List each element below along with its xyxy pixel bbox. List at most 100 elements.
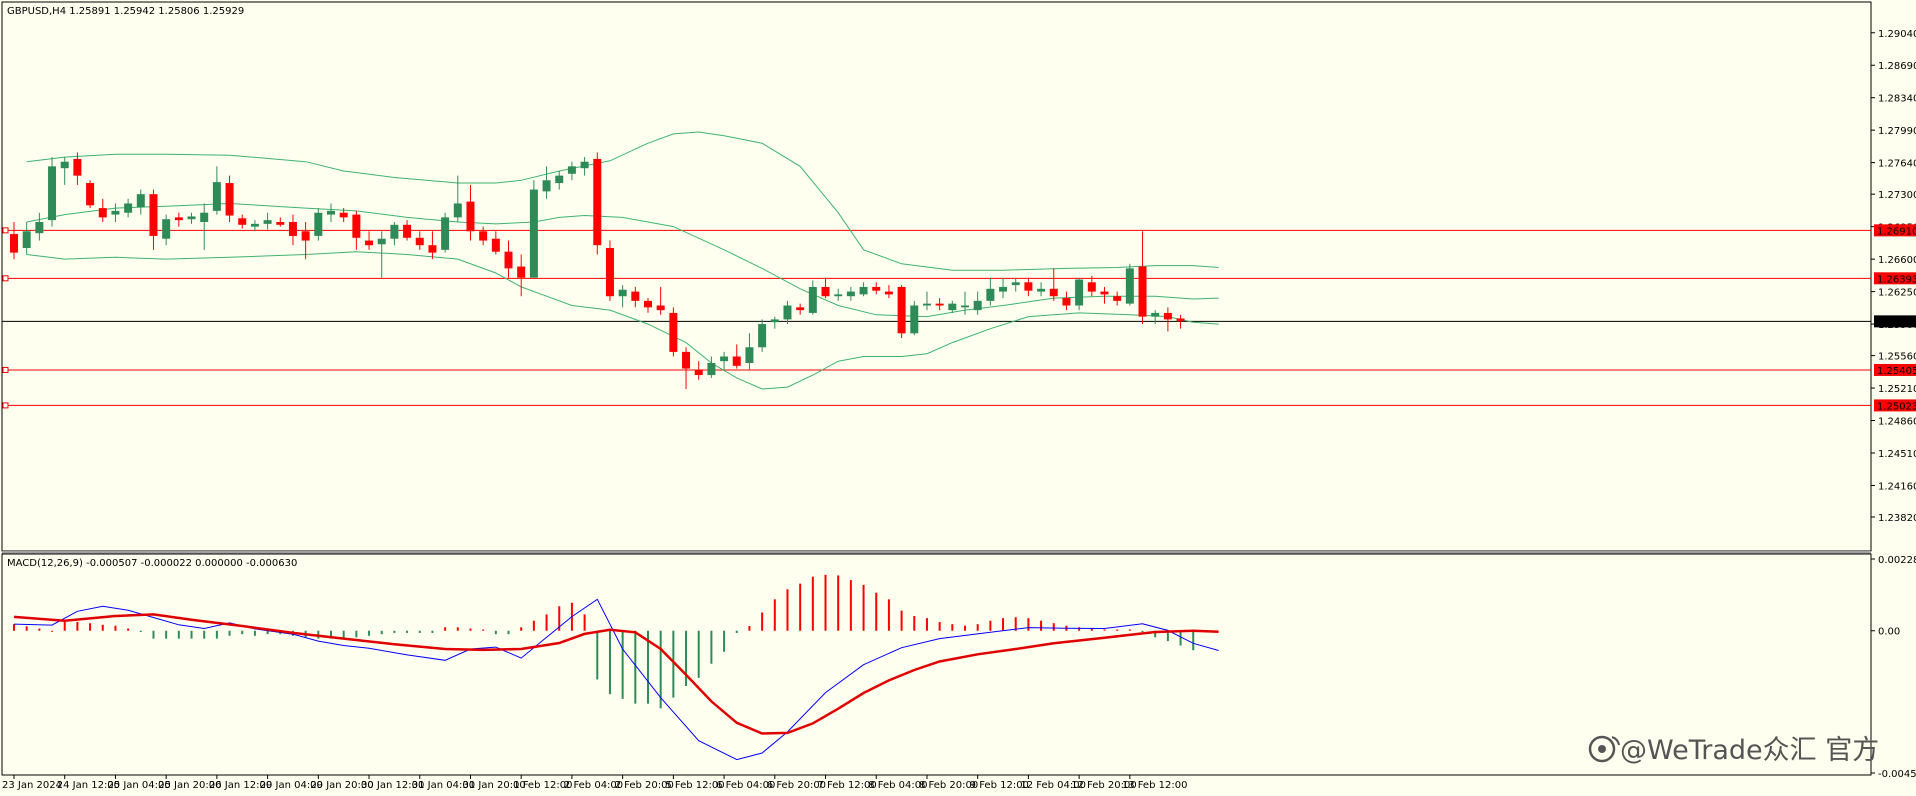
candle-body bbox=[720, 356, 729, 362]
time-tick-label: 5 Feb 12:00 bbox=[665, 780, 724, 791]
candle-body bbox=[1100, 291, 1109, 295]
level-tag-label: 1.25023 bbox=[1877, 401, 1916, 412]
candle-body bbox=[821, 286, 830, 297]
level-tag bbox=[1874, 363, 1916, 376]
candle-body bbox=[225, 183, 234, 216]
level-anchor-icon bbox=[2, 227, 9, 234]
macd-histogram bbox=[13, 574, 1195, 709]
macd-axis: 0.002283 0.00 -0.004527 bbox=[1871, 555, 1916, 780]
candle-body bbox=[1037, 288, 1046, 292]
level-tag bbox=[1874, 224, 1916, 237]
candle-body bbox=[745, 347, 754, 364]
candle-body bbox=[884, 291, 893, 295]
macd-tick-label: -0.004527 bbox=[1878, 769, 1916, 780]
candle-body bbox=[1138, 266, 1147, 317]
candle-body bbox=[288, 222, 297, 236]
level-anchor-icon bbox=[2, 366, 9, 373]
price-tick-label: 1.25560 bbox=[1878, 352, 1916, 363]
candle-body bbox=[390, 224, 399, 239]
time-tick-label: 23 Jan 2024 bbox=[2, 780, 62, 791]
candle-body bbox=[1176, 318, 1185, 322]
time-tick-label: 9 Feb 12:00 bbox=[970, 780, 1029, 791]
price-tick-label: 1.26250 bbox=[1878, 288, 1916, 299]
price-tick-label: 1.24160 bbox=[1878, 481, 1916, 492]
candle-body bbox=[403, 224, 412, 238]
candle-body bbox=[200, 212, 209, 223]
candle-body bbox=[783, 305, 792, 320]
candle-body bbox=[859, 286, 868, 295]
candle-body bbox=[631, 291, 640, 301]
candle-body bbox=[174, 217, 183, 221]
candle-body bbox=[656, 305, 665, 311]
candle-body bbox=[1125, 268, 1134, 304]
level-anchor-icon bbox=[2, 402, 9, 409]
time-tick-label: 29 Jan 04:00 bbox=[260, 780, 323, 791]
time-tick-label: 31 Jan 20:00 bbox=[462, 780, 525, 791]
candle-body bbox=[149, 194, 158, 236]
level-tag-label: 1.25405 bbox=[1877, 366, 1916, 377]
candle-body bbox=[910, 305, 919, 334]
price-tick-label: 1.25210 bbox=[1878, 384, 1916, 395]
candle-body bbox=[212, 182, 221, 211]
price-panel[interactable]: 1.29040 1.28690 1.28340 1.27990 1.27640 1.273… bbox=[1, 1, 1916, 552]
time-tick-label: 31 Jan 04:00 bbox=[412, 780, 475, 791]
macd-signal-line bbox=[13, 613, 1219, 735]
candlesticks bbox=[10, 152, 1185, 389]
candle-body bbox=[732, 356, 741, 366]
price-tick-label: 1.23820 bbox=[1878, 513, 1916, 524]
price-tick-label: 1.29040 bbox=[1878, 29, 1916, 40]
candle-body bbox=[758, 324, 767, 348]
bollinger-middle-line bbox=[26, 202, 1219, 318]
macd-panel[interactable]: 0.002283 0.00 -0.004527 MACD(12,26,9) -0.0… bbox=[1, 553, 1916, 780]
candle-body bbox=[377, 238, 386, 245]
level-tag bbox=[1874, 315, 1916, 328]
time-tick-label: 6 Feb 20:00 bbox=[767, 780, 826, 791]
candle-body bbox=[415, 237, 424, 246]
macd-tick-label: 0.00 bbox=[1878, 627, 1900, 638]
candle-body bbox=[136, 194, 145, 208]
time-tick-label: 12 Feb 04:00 bbox=[1020, 780, 1086, 791]
time-tick-label: 24 Jan 12:00 bbox=[57, 780, 120, 791]
candle-body bbox=[86, 183, 95, 206]
candle-body bbox=[1163, 312, 1172, 320]
candle-body bbox=[1062, 298, 1071, 306]
horizontal-levels bbox=[2, 227, 1871, 409]
candle-body bbox=[238, 218, 247, 225]
macd-tick-label: 0.002283 bbox=[1878, 555, 1916, 566]
macd-lines bbox=[13, 598, 1219, 761]
candle-body bbox=[808, 286, 817, 313]
price-tick-label: 1.28690 bbox=[1878, 61, 1916, 72]
level-tag-label: 1.25929 bbox=[1877, 317, 1916, 328]
level-tag bbox=[1874, 272, 1916, 285]
macd-panel-frame bbox=[1, 553, 1872, 776]
level-price-tags: 1.26910 1.26393 1.25929 1.25405 1.25023 bbox=[1874, 224, 1916, 412]
candle-body bbox=[428, 245, 437, 253]
candle-body bbox=[796, 307, 805, 311]
time-tick-label: 29 Jan 20:00 bbox=[310, 780, 373, 791]
candle-body bbox=[770, 319, 779, 323]
candle-body bbox=[669, 312, 678, 352]
time-tick-label: 1 Feb 12:00 bbox=[513, 780, 572, 791]
candle-body bbox=[441, 217, 450, 250]
macd-header: MACD(12,26,9) -0.000507 -0.000022 0.0000… bbox=[7, 558, 297, 569]
price-tick-label: 1.27640 bbox=[1878, 159, 1916, 170]
level-tag bbox=[1874, 399, 1916, 412]
candle-body bbox=[922, 303, 931, 306]
candle-body bbox=[479, 231, 488, 241]
time-tick-label: 12 Feb 20:00 bbox=[1071, 780, 1137, 791]
candle-body bbox=[1049, 288, 1058, 297]
candle-body bbox=[999, 286, 1008, 292]
time-tick-label: 8 Feb 04:00 bbox=[868, 780, 927, 791]
candle-body bbox=[593, 158, 602, 246]
level-tag-label: 1.26393 bbox=[1877, 274, 1916, 285]
candle-body bbox=[263, 220, 272, 224]
candle-body bbox=[111, 210, 120, 215]
level-tag-label: 1.26910 bbox=[1877, 226, 1916, 237]
panel-divider[interactable] bbox=[2, 551, 1871, 554]
time-tick-label: 13 Feb 12:00 bbox=[1122, 780, 1188, 791]
candle-body bbox=[529, 189, 538, 278]
candle-body bbox=[276, 222, 285, 225]
candle-body bbox=[542, 180, 551, 192]
